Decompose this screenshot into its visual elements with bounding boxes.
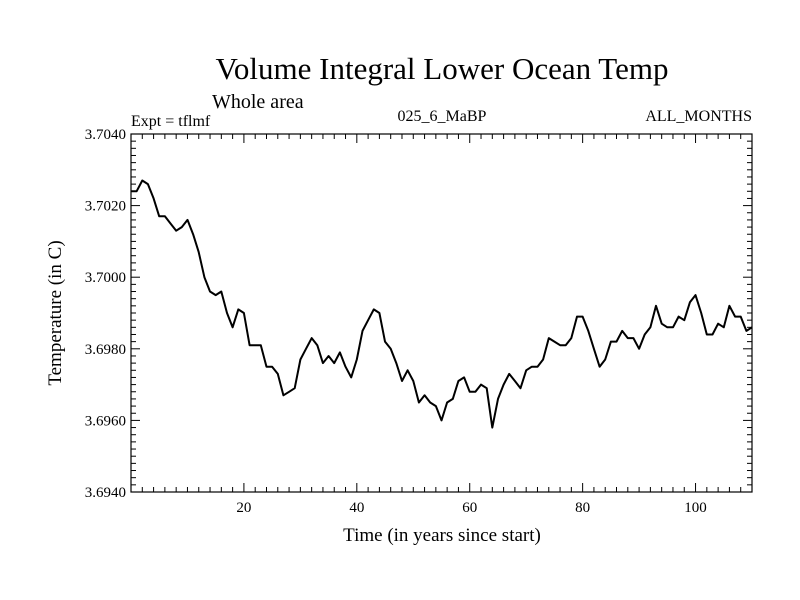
y-tick-labels: 3.6940 3.6960 3.6980 3.7000 3.7020 3.7040 (85, 127, 126, 501)
x-tick-label: 60 (462, 500, 477, 516)
y-tick-label: 3.6960 (85, 413, 126, 429)
experiment-label: Expt = tflmf (131, 113, 211, 130)
experiment-id-label: 025_6_MaBP (398, 108, 487, 125)
temperature-series-line (131, 179, 753, 429)
y-tick-label: 3.7040 (85, 127, 126, 143)
y-axis-label: Temperature (in C) (45, 240, 66, 385)
axis-ticks (131, 134, 752, 492)
x-tick-label: 40 (349, 500, 364, 516)
x-tick-label: 100 (684, 500, 707, 516)
y-tick-label: 3.6940 (85, 485, 126, 501)
months-label: ALL_MONTHS (645, 108, 752, 125)
plot-frame (130, 133, 753, 493)
x-tick-label: 80 (575, 500, 590, 516)
y-tick-label: 3.7020 (85, 199, 126, 215)
chart-title: Volume Integral Lower Ocean Temp (216, 51, 669, 86)
y-tick-label: 3.7000 (85, 270, 126, 286)
y-tick-label: 3.6980 (85, 342, 126, 358)
chart-subtitle: Whole area (212, 91, 304, 113)
x-axis-label: Time (in years since start) (343, 525, 541, 546)
x-tick-labels: 20 40 60 80 100 (236, 500, 706, 516)
x-tick-label: 20 (236, 500, 251, 516)
